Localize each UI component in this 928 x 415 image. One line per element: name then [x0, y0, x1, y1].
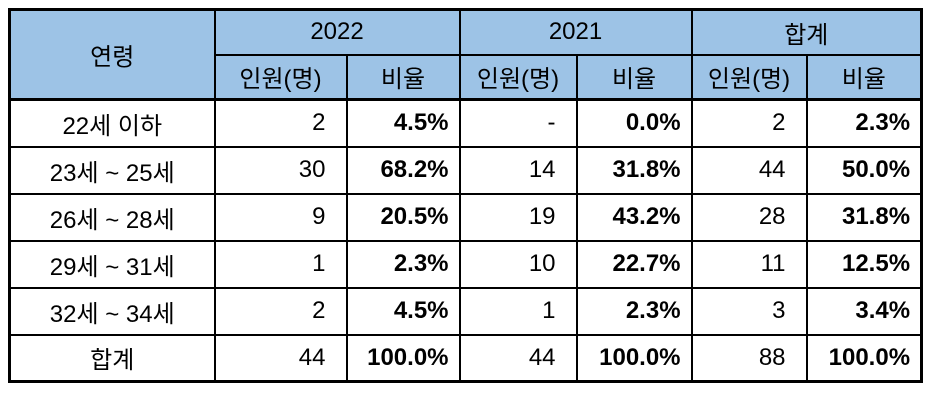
age-label: 29세 ~ 31세 — [8, 239, 216, 289]
header-row-subheaders: 인원(명) 비율 인원(명) 비율 인원(명) 비율 — [10, 53, 923, 101]
age-label-total: 합계 — [8, 333, 216, 383]
count-2021: 19 — [458, 192, 578, 242]
ratio-2021: 22.7% — [575, 239, 693, 289]
ratio-2021: 43.2% — [575, 192, 693, 242]
count-total: 88 — [690, 333, 808, 383]
ratio-2022: 4.5% — [345, 286, 461, 336]
count-total: 2 — [690, 98, 808, 148]
ratio-total: 100.0% — [805, 333, 923, 383]
count-2022: 9 — [213, 192, 348, 242]
ratio-2022: 2.3% — [345, 239, 461, 289]
count-total: 28 — [690, 192, 808, 242]
ratio-2022: 4.5% — [345, 98, 461, 148]
ratio-2021: 100.0% — [575, 333, 693, 383]
count-2021: 44 — [458, 333, 578, 383]
count-2021: - — [458, 98, 578, 148]
age-label: 22세 이하 — [8, 98, 216, 148]
column-group-2021: 2021 — [458, 8, 693, 56]
column-group-2022: 2022 — [213, 8, 461, 56]
count-2021: 14 — [458, 145, 578, 195]
age-label: 26세 ~ 28세 — [8, 192, 216, 242]
ratio-2022: 20.5% — [345, 192, 461, 242]
ratio-2021: 31.8% — [575, 145, 693, 195]
ratio-total: 2.3% — [805, 98, 923, 148]
column-group-total: 합계 — [690, 8, 923, 56]
table-row: 26세 ~ 28세 9 20.5% 19 43.2% 28 31.8% — [8, 192, 923, 242]
count-total: 11 — [690, 239, 808, 289]
count-2022: 1 — [213, 239, 348, 289]
age-label: 32세 ~ 34세 — [8, 286, 216, 336]
count-2022: 2 — [213, 98, 348, 148]
count-2022: 2 — [213, 286, 348, 336]
count-total: 44 — [690, 145, 808, 195]
subheader-total-ratio: 비율 — [805, 53, 923, 101]
count-2021: 10 — [458, 239, 578, 289]
count-2022: 30 — [213, 145, 348, 195]
ratio-total: 50.0% — [805, 145, 923, 195]
header-row-groups: 연령 2022 2021 합계 — [8, 8, 923, 101]
ratio-2022: 100.0% — [345, 333, 461, 383]
table-row: 23세 ~ 25세 30 68.2% 14 31.8% 44 50.0% — [8, 145, 923, 195]
ratio-2021: 0.0% — [575, 98, 693, 148]
ratio-2022: 68.2% — [345, 145, 461, 195]
ratio-total: 12.5% — [805, 239, 923, 289]
age-label: 23세 ~ 25세 — [8, 145, 216, 195]
subheader-2022-ratio: 비율 — [345, 53, 461, 101]
count-total: 3 — [690, 286, 808, 336]
age-distribution-table: 연령 2022 2021 합계 인원(명) 비율 인원(명) 비율 인원(명) … — [8, 8, 924, 383]
subheader-2021-ratio: 비율 — [575, 53, 693, 101]
table-row: 22세 이하 2 4.5% - 0.0% 2 2.3% — [8, 98, 923, 148]
count-2022: 44 — [213, 333, 348, 383]
table-row: 32세 ~ 34세 2 4.5% 1 2.3% 3 3.4% — [8, 286, 923, 336]
table-row: 29세 ~ 31세 1 2.3% 10 22.7% 11 12.5% — [8, 239, 923, 289]
ratio-total: 3.4% — [805, 286, 923, 336]
ratio-total: 31.8% — [805, 192, 923, 242]
subheader-2021-count: 인원(명) — [458, 53, 578, 101]
subheader-2022-count: 인원(명) — [213, 53, 348, 101]
ratio-2021: 2.3% — [575, 286, 693, 336]
count-2021: 1 — [458, 286, 578, 336]
column-header-age: 연령 — [8, 8, 216, 101]
subheader-total-count: 인원(명) — [690, 53, 808, 101]
table-row-total: 합계 44 100.0% 44 100.0% 88 100.0% — [8, 333, 923, 383]
